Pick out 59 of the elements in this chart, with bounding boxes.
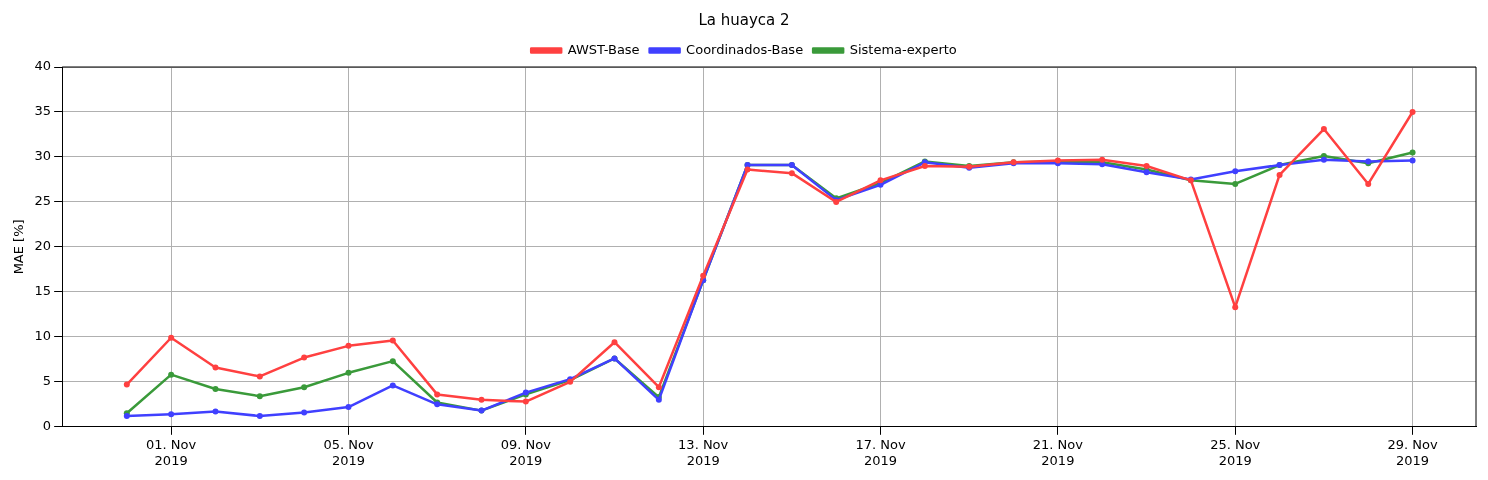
point <box>655 384 662 391</box>
point <box>256 373 263 380</box>
point <box>1232 168 1239 175</box>
point <box>389 382 396 389</box>
y-tick-label: 40 <box>34 58 52 74</box>
point <box>345 342 352 349</box>
point <box>389 358 396 365</box>
x-tick-label: 17. Nov 2019 <box>855 436 906 468</box>
point <box>345 404 352 411</box>
y-tick-label: 15 <box>34 283 52 299</box>
point <box>123 381 130 388</box>
point <box>168 411 175 418</box>
x-tick-label: 05. Nov 2019 <box>323 436 374 468</box>
y-tick-label: 5 <box>42 373 52 389</box>
y-tick-label: 35 <box>34 103 52 119</box>
x-tick-label: 21. Nov 2019 <box>1032 436 1084 468</box>
point <box>212 386 219 393</box>
x-tick-label: 01. Nov 2019 <box>146 436 197 468</box>
point <box>1409 157 1416 164</box>
point <box>168 334 175 341</box>
point <box>1232 180 1239 187</box>
legend-label: Coordinados-Base <box>686 41 804 57</box>
point <box>256 413 263 420</box>
point <box>434 391 441 398</box>
point <box>168 371 175 378</box>
point <box>611 339 618 346</box>
point <box>301 409 308 416</box>
point <box>1365 180 1372 187</box>
legend-label: AWST-Base <box>567 41 640 57</box>
point <box>522 398 529 405</box>
x-tick-label: 13. Nov 2019 <box>678 436 729 468</box>
legend-label: Sistema-experto <box>849 41 957 57</box>
y-tick-label: 20 <box>34 238 52 254</box>
y-tick-label: 10 <box>34 328 52 344</box>
point <box>301 384 308 391</box>
y-tick-label: 25 <box>34 193 52 209</box>
point <box>700 272 707 279</box>
chart-title: La huayca 2 <box>698 10 790 29</box>
point <box>1143 162 1150 169</box>
point <box>788 170 795 177</box>
point <box>301 354 308 361</box>
point <box>212 408 219 415</box>
point <box>212 364 219 371</box>
x-tick-label: 25. Nov 2019 <box>1210 436 1261 468</box>
point <box>1409 149 1416 156</box>
point <box>389 337 396 344</box>
y-tick-label: 0 <box>42 418 52 434</box>
x-tick-label: 09. Nov 2019 <box>500 436 552 468</box>
y-tick-label: 30 <box>34 148 52 164</box>
x-tick-label: 29. Nov 2019 <box>1387 436 1438 468</box>
point <box>478 396 485 403</box>
point <box>256 393 263 400</box>
point <box>744 166 751 173</box>
point <box>1232 304 1239 311</box>
point <box>1409 108 1416 115</box>
point <box>345 369 352 376</box>
point <box>1276 171 1283 178</box>
y-axis-title: MAE [%] <box>11 219 27 275</box>
point <box>1320 126 1327 133</box>
